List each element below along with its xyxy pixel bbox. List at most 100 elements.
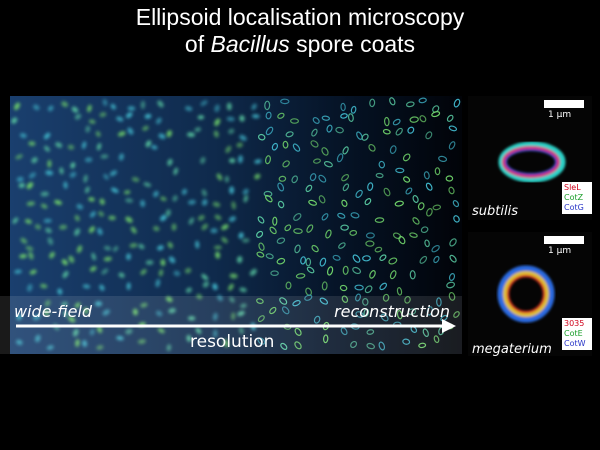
spore <box>75 339 80 347</box>
spore <box>110 103 116 110</box>
spore <box>153 225 160 232</box>
spore <box>448 291 456 301</box>
spore <box>225 145 232 154</box>
spore <box>186 334 192 342</box>
spore <box>61 259 68 266</box>
spore <box>453 311 460 318</box>
legend-item: CotE <box>564 329 583 338</box>
spore <box>311 244 319 253</box>
spore <box>389 270 397 280</box>
spore <box>125 328 133 335</box>
spore <box>354 284 364 291</box>
spore <box>402 153 411 162</box>
spore <box>76 203 84 210</box>
title-line-2: of Bacillus spore coats <box>0 31 600 58</box>
spore <box>68 255 75 264</box>
spore <box>43 309 50 316</box>
spore <box>434 167 441 176</box>
spore <box>76 245 83 253</box>
spore <box>412 217 420 225</box>
spore <box>265 253 274 260</box>
spore <box>16 313 23 321</box>
spore <box>382 293 390 302</box>
subtilis-legend: SleL CotZ CotG <box>562 182 592 214</box>
spore <box>445 175 454 182</box>
spore <box>167 158 173 166</box>
spore <box>228 216 236 222</box>
spore <box>82 340 88 347</box>
spore <box>140 302 148 308</box>
spore <box>165 296 173 303</box>
spore <box>423 171 430 180</box>
spore <box>69 171 77 178</box>
spore <box>243 194 249 203</box>
spore <box>44 145 50 152</box>
spore <box>433 255 440 264</box>
spore <box>309 173 317 182</box>
spore <box>412 195 419 203</box>
spore <box>292 300 301 307</box>
spore <box>379 282 388 291</box>
spore <box>290 118 299 124</box>
spore <box>365 240 375 247</box>
spore <box>231 201 236 210</box>
spore <box>99 112 107 118</box>
spore <box>392 232 402 240</box>
spore <box>49 251 55 259</box>
spore <box>294 341 302 350</box>
spore <box>369 270 376 279</box>
spore <box>28 141 36 147</box>
resolution-arrow <box>16 319 456 333</box>
spore <box>223 339 229 348</box>
spore <box>110 187 119 193</box>
spore <box>426 208 433 217</box>
spore <box>236 142 243 148</box>
spore <box>89 211 96 218</box>
spore <box>160 214 167 222</box>
spore <box>145 140 152 148</box>
spore <box>305 257 312 267</box>
spore <box>68 316 76 323</box>
spore <box>272 216 278 226</box>
spore <box>304 294 313 301</box>
spore <box>312 117 320 124</box>
spore <box>229 186 235 195</box>
spore <box>47 237 54 246</box>
spore <box>57 288 63 295</box>
spore <box>308 199 318 206</box>
spore <box>425 182 433 191</box>
resolution-label: resolution <box>190 332 275 352</box>
spore <box>228 128 235 134</box>
megaterium-spore-ring <box>497 265 555 323</box>
spore <box>96 143 102 151</box>
spore <box>284 224 292 232</box>
spore <box>116 116 124 122</box>
spore <box>87 104 92 113</box>
spore <box>256 251 265 258</box>
spore <box>112 246 119 252</box>
spore <box>323 160 333 168</box>
spore <box>285 131 294 138</box>
spore <box>153 190 159 198</box>
spore <box>16 176 24 183</box>
legend-item: CotG <box>564 203 584 212</box>
spore <box>157 245 164 251</box>
spore <box>158 133 166 140</box>
spore <box>431 111 441 118</box>
spore <box>418 97 427 104</box>
spore <box>142 125 149 131</box>
microscopy-field-image <box>10 96 462 354</box>
spore <box>419 255 428 264</box>
spore <box>237 256 243 264</box>
spore <box>83 174 88 183</box>
spore <box>19 253 27 259</box>
spore <box>27 283 33 292</box>
spore <box>237 155 243 164</box>
spore <box>123 190 131 195</box>
legend-item: CotZ <box>564 193 584 202</box>
megaterium-inset: 1 µm megaterium 3035 CotE CotW <box>468 232 592 357</box>
spore <box>355 311 364 318</box>
spore <box>306 266 315 274</box>
spore <box>31 157 38 164</box>
spore <box>18 182 25 188</box>
